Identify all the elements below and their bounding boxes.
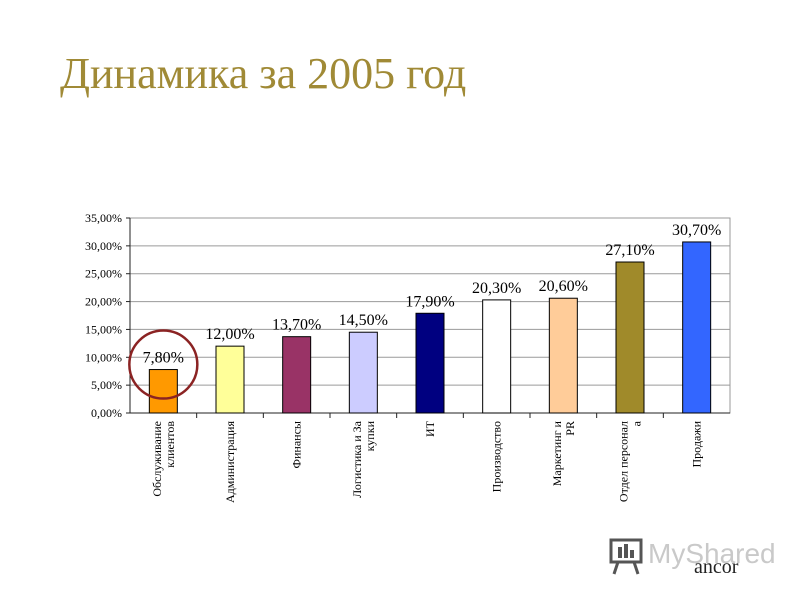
bar bbox=[348, 331, 378, 414]
bar bbox=[282, 336, 312, 414]
y-tick-label: 20,00% bbox=[85, 295, 122, 309]
page-title: Динамика за 2005 год bbox=[60, 49, 467, 98]
x-tick-label: клиентов bbox=[163, 421, 177, 468]
highlight-circle bbox=[128, 329, 199, 400]
y-tick-label: 15,00% bbox=[85, 322, 122, 336]
data-label: 17,90% bbox=[405, 293, 454, 310]
bar bbox=[482, 299, 512, 414]
highlight-circle-group bbox=[128, 329, 199, 400]
y-tick-label: 35,00% bbox=[85, 211, 122, 225]
bar bbox=[415, 312, 445, 414]
data-label: 7,80% bbox=[143, 350, 184, 367]
data-label: 12,00% bbox=[205, 326, 254, 343]
bar bbox=[215, 345, 245, 414]
y-tick-label: 10,00% bbox=[85, 350, 122, 364]
company-logo-text: ancor bbox=[694, 556, 739, 578]
data-label: 13,70% bbox=[272, 317, 321, 334]
y-tick-labels: 0,00% 5,00% 10,00% 15,00% 20,00% 25,00% 30,00%… bbox=[85, 211, 130, 420]
x-tick-label: Отдел персонал bbox=[617, 421, 631, 502]
x-tick-label: купки bbox=[363, 420, 377, 451]
data-label: 27,10% bbox=[605, 242, 654, 259]
data-label: 14,50% bbox=[339, 312, 388, 329]
y-tick-label: 30,00% bbox=[85, 239, 122, 253]
data-label: 20,60% bbox=[539, 278, 588, 295]
bar bbox=[148, 369, 178, 414]
presentation-board-icon bbox=[609, 538, 643, 575]
watermark-logo: MyShared ancor bbox=[608, 534, 776, 584]
x-tick-label: Финансы bbox=[290, 421, 304, 468]
watermark-brand: MyShared bbox=[648, 538, 776, 569]
bar bbox=[682, 241, 712, 414]
x-tick-label: Обслуживание bbox=[150, 421, 164, 497]
y-tick-label: 25,00% bbox=[85, 267, 122, 281]
y-tick-label: 0,00% bbox=[91, 406, 122, 420]
x-tick-labels: Обслуживание клиентов Администрация Финансы… bbox=[150, 413, 704, 503]
x-tick-label: Производство bbox=[490, 421, 504, 492]
bars bbox=[148, 241, 712, 414]
x-tick-label: Логистика и За bbox=[350, 420, 364, 498]
data-label: 20,30% bbox=[472, 280, 521, 297]
data-label: 30,70% bbox=[672, 222, 721, 239]
x-tick-label: Продажи bbox=[690, 420, 704, 467]
x-tick-label: ИТ bbox=[423, 420, 437, 437]
x-tick-label: Маркетинг и bbox=[550, 420, 564, 486]
x-tick-label: Администрация bbox=[223, 421, 237, 504]
x-tick-label: а bbox=[630, 420, 644, 426]
data-labels: 7,80% 12,00% 13,70% 14,50% 17,90% 20,30% 20,60… bbox=[143, 222, 722, 367]
bar bbox=[615, 261, 645, 414]
x-tick-label: PR bbox=[563, 421, 577, 436]
y-tick-label: 5,00% bbox=[91, 378, 122, 392]
bar bbox=[548, 297, 578, 414]
